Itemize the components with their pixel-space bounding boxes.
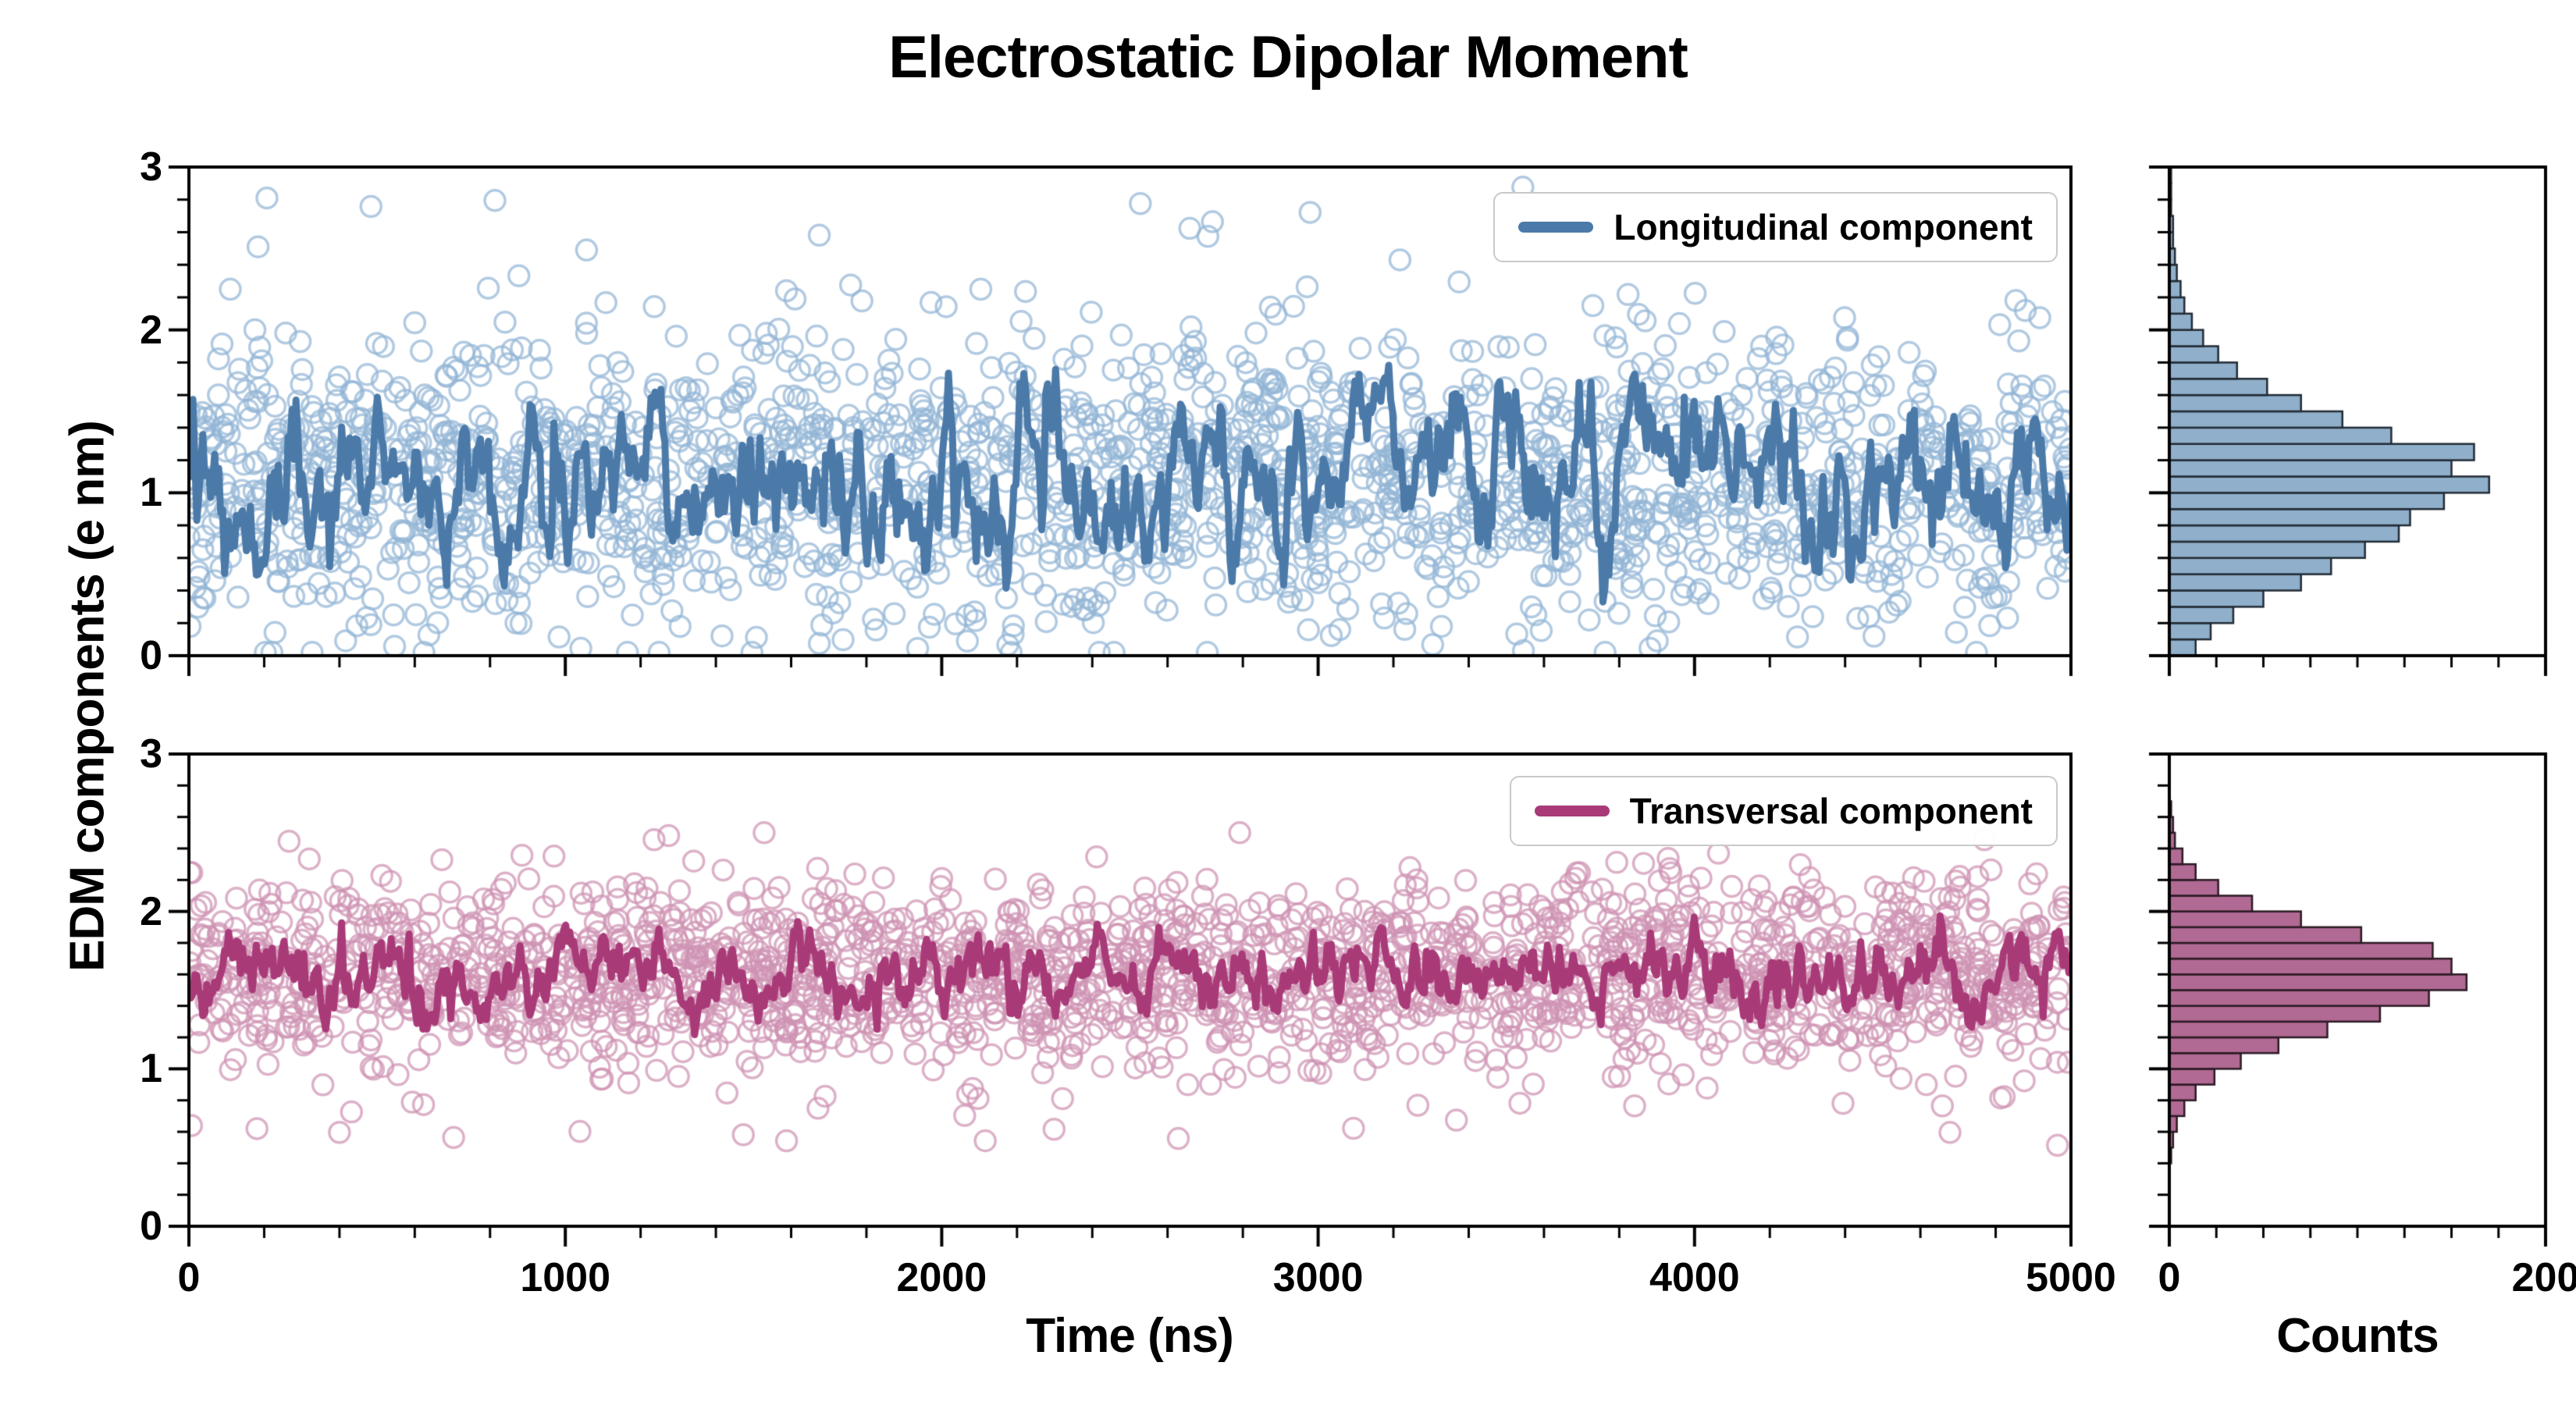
y-tick-label: 3: [140, 144, 162, 190]
y-tick-label: 0: [140, 633, 162, 678]
legend-label-transversal: Transversal component: [1629, 791, 2033, 831]
count-tick-label: 0: [2158, 1255, 2181, 1300]
y-tick-label: 3: [140, 731, 162, 777]
legend-transversal: Transversal component: [1509, 776, 2058, 846]
counts-axis-label: Counts: [2276, 1309, 2439, 1363]
x-tick-label: 4000: [1649, 1255, 1740, 1300]
legend-longitudinal: Longitudinal component: [1493, 192, 2058, 262]
transversal-histogram-canvas: [2138, 723, 2576, 1257]
legend-line-swatch-transversal: [1534, 806, 1610, 816]
y-tick-label: 2: [140, 307, 162, 353]
x-tick-label: 3000: [1272, 1255, 1364, 1300]
y-tick-label: 0: [140, 1204, 162, 1249]
count-tick-label: 200: [2511, 1255, 2576, 1300]
x-tick-label: 1000: [520, 1255, 611, 1300]
y-tick-label: 1: [140, 1046, 162, 1092]
x-axis-label: Time (ns): [1026, 1309, 1233, 1363]
x-tick-label: 0: [177, 1255, 201, 1300]
x-tick-label: 2000: [896, 1255, 987, 1300]
x-tick-label: 5000: [2026, 1255, 2116, 1300]
y-tick-label: 1: [140, 470, 162, 516]
chart-title: Electrostatic Dipolar Moment: [888, 24, 1688, 91]
legend-line-swatch-longitudinal: [1518, 222, 1594, 233]
longitudinal-histogram-canvas: [2138, 136, 2576, 687]
y-tick-label: 2: [140, 888, 162, 934]
legend-label-longitudinal: Longitudinal component: [1614, 207, 2033, 247]
y-axis-label: EDM components (e nm): [60, 421, 115, 972]
